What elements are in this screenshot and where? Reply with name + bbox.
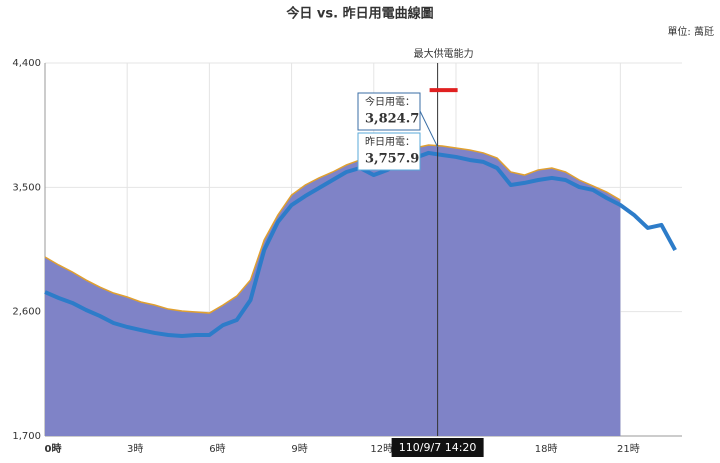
y-tick-label: 4,400 [12,58,41,69]
tooltip-label: 昨日用電： [365,136,415,148]
x-tick-label: 18時 [535,443,558,455]
cursor-label-box [391,438,484,457]
area-line [44,144,621,314]
y-tick-label: 1,700 [12,431,41,442]
y-tick-label: 2,600 [12,307,41,318]
unit-label: 單位: 萬瓩 [667,25,714,38]
x-tick-label: 9時 [291,443,307,455]
y-tick-label: 3,500 [12,182,41,193]
x-tick-label: 21時 [617,443,640,455]
tooltip-value: 3,757.9 [365,152,419,167]
chart-title: 今日 vs. 昨日用電曲線圖 [285,6,433,22]
tooltip-label: 今日用電： [365,95,415,108]
cursor-label: 110/9/7 14:20 [399,441,477,454]
tooltip-value: 3,824.7 [365,112,419,127]
area [45,145,621,436]
x-tick-label: 12時 [370,443,393,455]
tooltip-pointer [419,110,439,148]
x-tick-label: 3時 [127,443,143,455]
max-supply-label: 最大供電能力 [414,47,474,60]
x-tick-label: 6時 [209,443,225,455]
x-tick-label: 0時 [45,442,62,455]
tooltip-box [357,132,421,171]
